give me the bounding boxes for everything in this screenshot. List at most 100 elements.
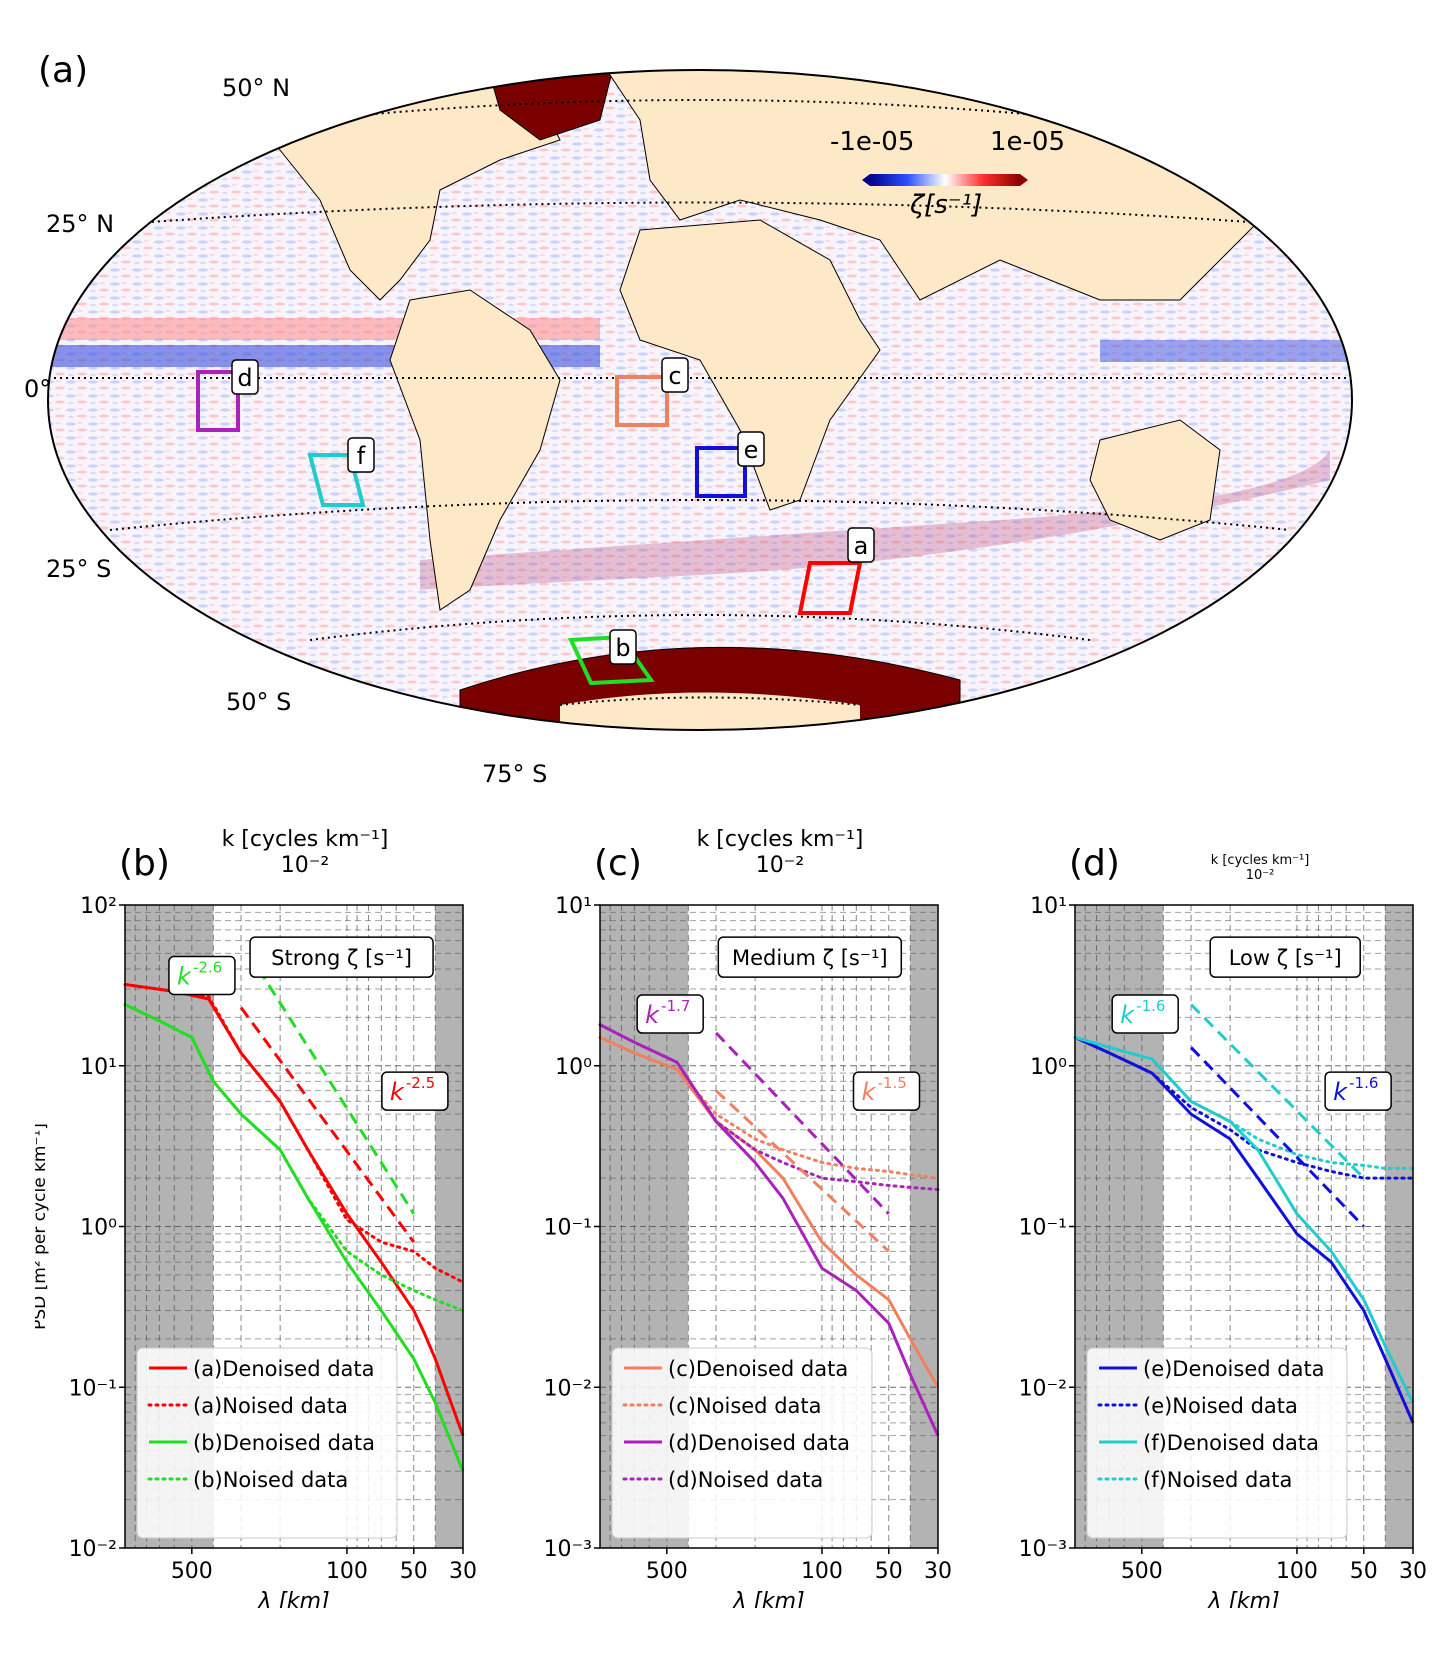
region-tag-d [231, 359, 259, 395]
region-tag-label-e: e [744, 436, 759, 464]
region-tag-e [737, 431, 765, 467]
y-tick-label: 10⁻² [544, 1376, 592, 1401]
region-tag-label-c: c [668, 362, 681, 390]
y-tick-label: 10¹ [555, 895, 592, 919]
legend-entry: (d)Noised data [668, 1468, 823, 1492]
top-axis-title: k [cycles km⁻¹] 10⁻² [680, 827, 880, 879]
lat-label-0: 0° [24, 375, 52, 403]
legend [611, 1347, 873, 1539]
slope-reference-line [1190, 1003, 1365, 1180]
legend-entry: (a)Noised data [193, 1394, 348, 1418]
slope-label-box [1324, 1071, 1392, 1111]
legend-entry: (f)Noised data [1143, 1468, 1292, 1492]
y-tick-label: 10⁰ [555, 1055, 592, 1080]
region-box-a [797, 561, 863, 615]
slope-label-box [852, 1071, 921, 1111]
top-axis-title: k [cycles km⁻¹] 10⁻² [1195, 853, 1325, 883]
colorbar-min-arrow [862, 174, 870, 186]
slope-label: k [1333, 1078, 1348, 1106]
slope-exponent: -1.6 [1136, 997, 1165, 1015]
slope-label-box [381, 1071, 449, 1111]
region-tag-c [661, 357, 689, 393]
spectrum-chart-b: 500 100 50 30 10⁻² 10⁻¹ 10⁰ 10¹ 10² λ [km] PSD [m²… [35, 895, 477, 1608]
y-tick-label: 10⁻¹ [69, 1376, 117, 1401]
legend [1086, 1347, 1348, 1539]
region-box-e [695, 446, 747, 498]
series-line [1073, 1035, 1415, 1170]
legend-entry: (c)Noised data [668, 1394, 822, 1418]
region-tag-b [609, 629, 637, 665]
spectrum-chart-c: 500 100 50 30 10⁻³ 10⁻² 10⁻¹ 10⁰ 10¹ λ [km] Medium… [544, 895, 952, 1608]
slope-exponent: -2.5 [406, 1074, 435, 1092]
greenland [479, 70, 621, 141]
region-box-f [307, 453, 366, 507]
legend-entry: (b)Denoised data [193, 1431, 375, 1455]
series-line [599, 1036, 940, 1389]
y-tick-label: 10² [80, 895, 117, 919]
colorbar [870, 174, 1020, 186]
x-tick-label: 50 [1350, 1559, 1378, 1584]
south-america [389, 289, 561, 611]
lat-label-50s: 50° S [226, 688, 292, 716]
panel-label-d: (d) [1069, 843, 1120, 884]
world-vorticity-map: a b c d e f [47, 69, 1353, 731]
panel-label-a: (a) [38, 50, 89, 91]
colorbar-min-label: -1e-05 [830, 127, 915, 157]
regime-annotation-box [249, 936, 434, 978]
lat-label-75s: 75° S [482, 760, 548, 788]
series-line [123, 1003, 465, 1313]
slope-label-box [636, 994, 704, 1034]
region-tag-label-a: a [854, 532, 869, 560]
regime-annotation: Medium ζ [s⁻¹] [732, 946, 888, 970]
slope-exponent: -1.5 [878, 1074, 907, 1092]
latitude-gridlines [48, 99, 1352, 706]
southern-ocean-band [418, 450, 1330, 590]
slope-exponent: -2.6 [193, 958, 222, 976]
region-tag-label-f: f [357, 442, 366, 470]
slope-exponent: -1.6 [1349, 1074, 1378, 1092]
slope-label: k [390, 1078, 405, 1106]
region-tag-a [847, 527, 875, 563]
legend-entry: (b)Noised data [193, 1468, 348, 1492]
x-axis-label: λ [km] [257, 1589, 329, 1608]
x-tick-label: 30 [449, 1559, 477, 1584]
x-tick-label: 30 [1399, 1559, 1427, 1584]
map-outline [47, 69, 1353, 731]
top-axis-title: k [cycles km⁻¹] 10⁻² [205, 827, 405, 879]
slope-label: k [177, 962, 192, 990]
legend-entry: (f)Denoised data [1143, 1431, 1319, 1455]
x-axis-label: λ [km] [1207, 1589, 1279, 1608]
y-tick-label: 10⁰ [80, 1216, 117, 1241]
legend [136, 1347, 398, 1539]
y-axis-label: PSD [m² per cycle km⁻¹] [35, 1123, 50, 1330]
x-tick-label: 500 [646, 1559, 688, 1584]
regime-annotation: Low ζ [s⁻¹] [1229, 946, 1342, 970]
y-tick-label: 10⁰ [1030, 1055, 1067, 1080]
slope-reference-line [715, 1031, 890, 1215]
x-tick-label: 500 [1121, 1559, 1163, 1584]
x-tick-label: 50 [875, 1559, 903, 1584]
x-tick-label: 100 [326, 1559, 368, 1584]
antarctica-interior [560, 692, 860, 730]
legend-entry: (d)Denoised data [668, 1431, 850, 1455]
x-tick-label: 50 [400, 1559, 428, 1584]
y-tick-label: 10⁻³ [544, 1537, 592, 1562]
region-box-d [196, 370, 240, 432]
panel-label-b: (b) [119, 843, 170, 884]
x-axis-label: λ [km] [732, 1589, 804, 1608]
x-tick-label: 100 [1276, 1559, 1318, 1584]
top-axis-label: k [cycles km⁻¹] [696, 827, 864, 852]
australia [1089, 419, 1221, 541]
lat-label-25s: 25° S [46, 555, 112, 583]
y-tick-label: 10⁻¹ [1019, 1216, 1067, 1241]
slope-label-box [168, 955, 236, 996]
lat-label-25n: 25° N [46, 210, 115, 238]
series-line [598, 1023, 940, 1191]
y-tick-label: 10¹ [80, 1055, 117, 1080]
y-tick-label: 10¹ [1030, 895, 1067, 919]
y-tick-label: 10⁻³ [1019, 1537, 1067, 1562]
y-tick-label: 10⁻² [1019, 1376, 1067, 1401]
legend-entry: (e)Denoised data [1143, 1357, 1325, 1381]
slope-reference-line [1190, 1046, 1365, 1228]
slope-reference-line [257, 968, 416, 1215]
